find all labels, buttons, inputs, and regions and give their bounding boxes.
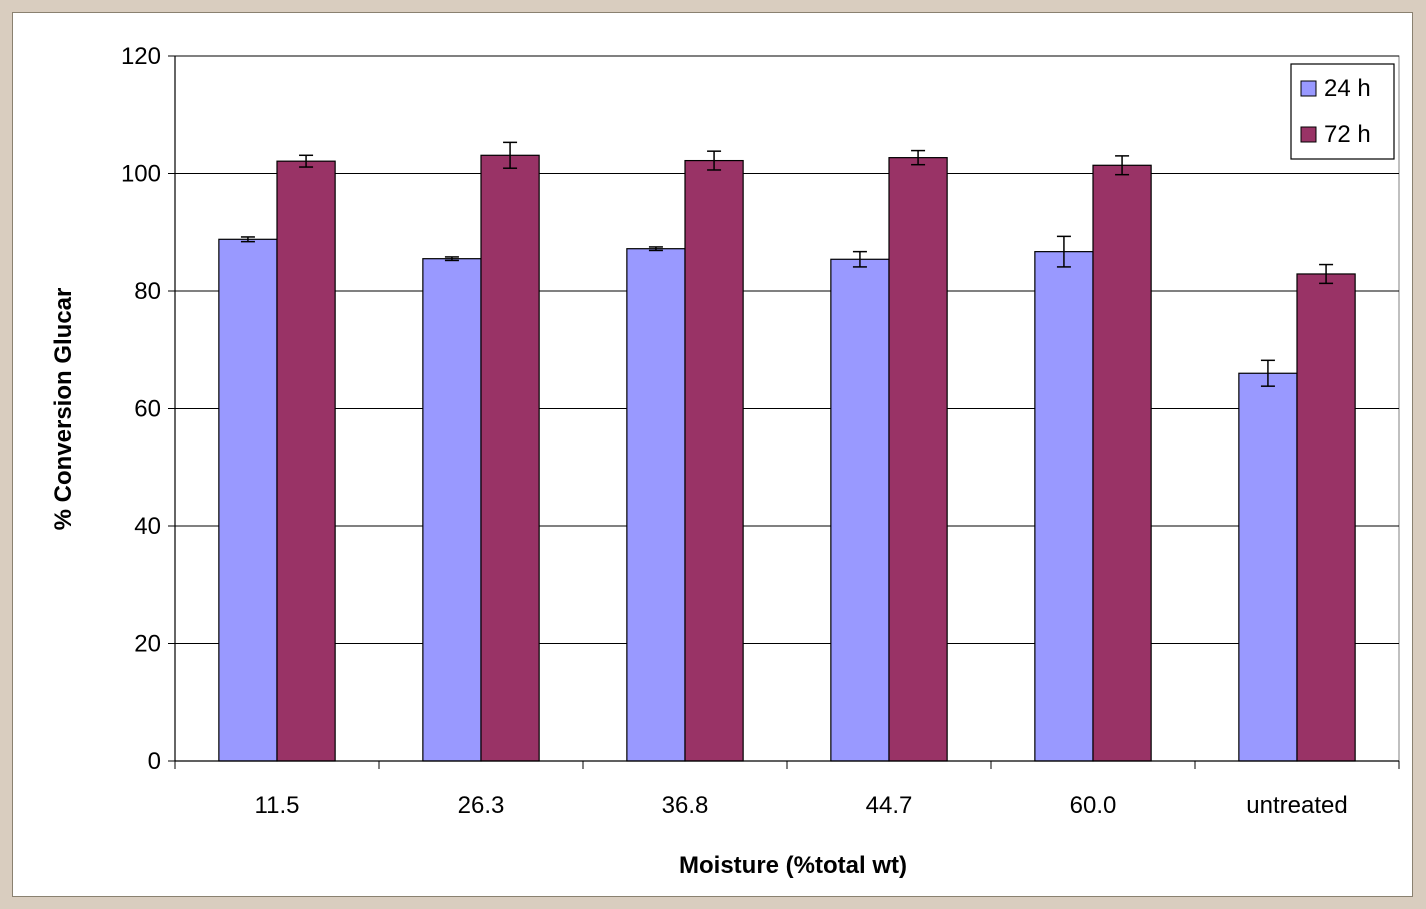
bar [480,154,540,762]
bar [888,157,948,762]
bars [218,141,1356,762]
x-tick-label: 44.7 [866,792,913,819]
bar [626,248,686,762]
legend-swatch [1300,126,1317,143]
x-tick-label: 11.5 [255,792,300,819]
bar [1296,273,1356,762]
legend: 24 h 72 h [1290,63,1395,160]
y-tick-label: 20 [134,631,161,658]
bar [1034,251,1094,762]
x-axis-title: Moisture (%total wt) [679,852,907,879]
bar [684,159,744,762]
bar [1238,372,1298,762]
y-tick-label: 60 [134,396,161,423]
legend-label: 72 h [1324,121,1371,148]
legend-box [1290,63,1395,160]
x-tick-label: 60.0 [1070,792,1117,819]
y-tick-label: 100 [121,161,161,188]
y-tick-label: 40 [134,513,161,540]
axes [168,55,1400,769]
x-tick-label: 26.3 [458,792,505,819]
y-axis-title: % Conversion Glucar [50,288,77,531]
y-tick-label: 120 [121,43,161,70]
legend-swatch [1300,80,1317,97]
legend-label: 24 h [1324,75,1371,102]
gridlines [174,55,1400,762]
bar [218,238,278,762]
y-tick-label: 80 [134,278,161,305]
y-tick-label: 0 [148,748,161,775]
bar-chart: 0 20 40 60 80 100 120 11.5 26.3 36.8 44.7 60.0 untre… [50,43,1400,879]
bar [276,160,336,762]
bar [422,258,482,762]
x-tick-label: 36.8 [662,792,709,819]
x-tick-label: untreated [1246,792,1347,819]
bar [830,258,890,762]
bar [1092,164,1152,762]
chart-frame: 0 20 40 60 80 100 120 11.5 26.3 36.8 44.7 60.0 untre… [12,12,1413,897]
tick-labels: 0 20 40 60 80 100 120 11.5 26.3 36.8 44.7 60.0 untre… [121,43,1348,819]
